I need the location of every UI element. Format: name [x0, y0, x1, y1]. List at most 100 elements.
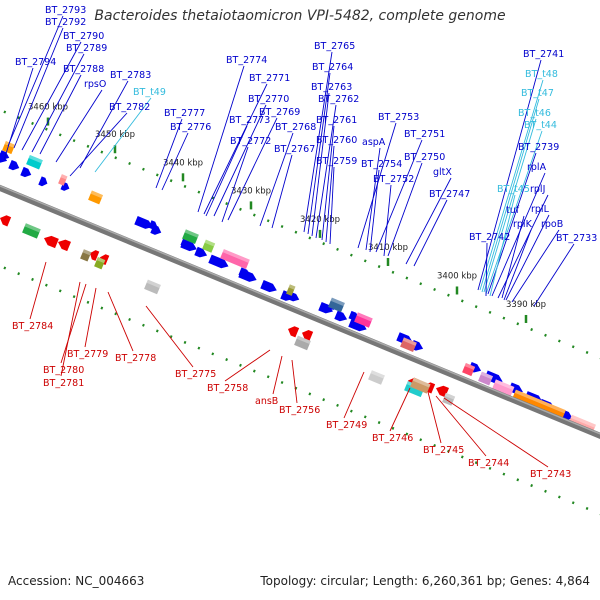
forward-gene-arrow: [334, 310, 348, 322]
forward-gene-label[interactable]: BT_2777: [164, 108, 205, 119]
forward-gene-label[interactable]: BT_2769: [259, 107, 300, 118]
reverse-gene-label[interactable]: BT_2743: [530, 469, 571, 480]
reverse-gene-label[interactable]: BT_2758: [207, 383, 248, 394]
reverse-gene-label[interactable]: BT_2775: [175, 369, 216, 380]
forward-gene-arrow: [8, 159, 20, 171]
forward-gene-label[interactable]: BT_2759: [316, 156, 357, 167]
forward-gene-label[interactable]: rplK: [513, 219, 533, 230]
trna-label[interactable]: BT_t47: [521, 88, 554, 99]
forward-gene-label[interactable]: rplJ: [530, 184, 545, 195]
trna-label[interactable]: BT_t49: [133, 87, 166, 98]
reverse-gene-label[interactable]: BT_2749: [326, 420, 367, 431]
forward-gene-label[interactable]: BT_2751: [404, 129, 445, 140]
genome-backbone: [0, 184, 600, 440]
forward-gene-label[interactable]: BT_2764: [312, 62, 353, 73]
forward-gene-label[interactable]: BT_2767: [274, 144, 315, 155]
feature-block: [2, 141, 16, 155]
tick-label: 3430 kbp: [231, 186, 271, 196]
reverse-gene-label[interactable]: BT_2744: [468, 458, 509, 469]
reverse-gene-label[interactable]: BT_2779: [67, 349, 108, 360]
trna-label[interactable]: BT_t44: [524, 120, 557, 131]
forward-gene-label[interactable]: BT_2770: [248, 94, 289, 105]
accession-label: Accession: NC_004663: [8, 574, 145, 588]
forward-gene-label[interactable]: BT_2762: [318, 94, 359, 105]
feature-block: [294, 335, 311, 351]
forward-gene-label[interactable]: BT_2760: [316, 135, 357, 146]
feature-block: [144, 279, 161, 295]
forward-gene-label[interactable]: BT_2768: [275, 122, 316, 133]
forward-gene-arrow: [318, 302, 333, 314]
forward-gene-label[interactable]: BT_2733: [556, 233, 597, 244]
label-connectors: [3, 15, 575, 468]
forward-gene-label[interactable]: BT_2793: [45, 5, 86, 16]
forward-gene-label[interactable]: tuf: [506, 205, 520, 216]
forward-gene-label[interactable]: aspA: [362, 137, 386, 148]
forward-gene-label[interactable]: rpsO: [84, 79, 106, 90]
feature-block: [478, 371, 493, 386]
forward-gene-label[interactable]: BT_2741: [523, 49, 564, 60]
forward-gene-arrow: [0, 150, 10, 160]
forward-gene-label[interactable]: BT_2792: [45, 17, 86, 28]
forward-gene-arrow: [238, 267, 252, 278]
reverse-gene-label[interactable]: BT_2778: [115, 353, 156, 364]
forward-gene-label[interactable]: BT_2776: [170, 122, 211, 133]
feature-block: [410, 377, 431, 394]
forward-gene-label[interactable]: BT_2772: [230, 136, 271, 147]
forward-gene-label[interactable]: BT_2789: [66, 43, 107, 54]
reverse-gene-arrow: [44, 235, 59, 249]
forward-gene-label[interactable]: BT_2788: [63, 64, 104, 75]
forward-gene-label[interactable]: rplA: [527, 162, 547, 173]
kbp-ticks: 3460 kbp 3450 kbp 3440 kbp 3430 kbp 3420 kbp…: [0, 103, 600, 516]
forward-gene-label[interactable]: BT_2739: [518, 142, 559, 153]
reverse-gene-label[interactable]: BT_2756: [279, 405, 320, 416]
feature-block: [368, 370, 385, 385]
map-title: Bacteroides thetaiotaomicron VPI-5482, c…: [94, 8, 506, 24]
forward-gene-label[interactable]: BT_2742: [469, 232, 510, 243]
reverse-gene-label[interactable]: BT_2745: [423, 445, 464, 456]
feature-block: [442, 392, 456, 406]
forward-gene-label[interactable]: BT_2774: [226, 55, 267, 66]
reverse-gene-label[interactable]: BT_2780: [43, 365, 84, 376]
feature-block: [462, 363, 476, 377]
reverse-gene-label[interactable]: ansB: [255, 396, 278, 407]
reverse-gene-arrow: [302, 330, 314, 342]
tick-label: 3400 kbp: [437, 271, 477, 281]
reverse-gene-label[interactable]: BT_2784: [12, 321, 53, 332]
forward-gene-arrow: [20, 166, 32, 178]
feature-block: [400, 337, 417, 352]
feature-block: [202, 239, 216, 253]
feature-bands: [0, 141, 596, 434]
forward-gene-label[interactable]: BT_2783: [110, 70, 151, 81]
genome-summary: Topology: circular; Length: 6,260,361 bp…: [260, 574, 590, 588]
forward-gene-label[interactable]: BT_2754: [361, 159, 402, 170]
forward-gene-label[interactable]: BT_2753: [378, 112, 419, 123]
forward-gene-label[interactable]: BT_2750: [404, 152, 445, 163]
trna-label[interactable]: BT_t45: [497, 184, 530, 195]
feature-block: [492, 379, 515, 397]
forward-gene-arrow: [134, 216, 153, 229]
forward-gene-label[interactable]: BT_2790: [63, 31, 104, 42]
trna-label[interactable]: BT_t46: [518, 108, 551, 119]
forward-gene-label[interactable]: BT_2763: [311, 82, 352, 93]
trna-label[interactable]: BT_t48: [525, 69, 558, 80]
forward-gene-label[interactable]: BT_2782: [109, 102, 150, 113]
feature-block: [22, 223, 41, 239]
forward-gene-arrow: [38, 176, 48, 187]
reverse-gene-label[interactable]: BT_2781: [43, 378, 84, 389]
forward-gene-label[interactable]: gltX: [433, 167, 452, 178]
forward-gene-label[interactable]: rpoB: [541, 219, 563, 230]
tick-label: 3410 kbp: [368, 243, 408, 253]
forward-gene-label[interactable]: BT_2771: [249, 73, 290, 84]
reverse-gene-arrow: [58, 239, 71, 252]
forward-gene-arrow: [208, 254, 229, 269]
forward-gene-label[interactable]: BT_2747: [429, 189, 470, 200]
forward-gene-label[interactable]: rplL: [531, 204, 550, 215]
forward-gene-label[interactable]: BT_2794: [15, 57, 56, 68]
forward-gene-label[interactable]: BT_2761: [316, 115, 357, 126]
forward-gene-label[interactable]: BT_2773: [229, 115, 270, 126]
forward-gene-label[interactable]: BT_2752: [373, 174, 414, 185]
forward-gene-label[interactable]: BT_2765: [314, 41, 355, 52]
forward-gene-arrow: [148, 220, 158, 230]
reverse-gene-label[interactable]: BT_2746: [372, 433, 413, 444]
